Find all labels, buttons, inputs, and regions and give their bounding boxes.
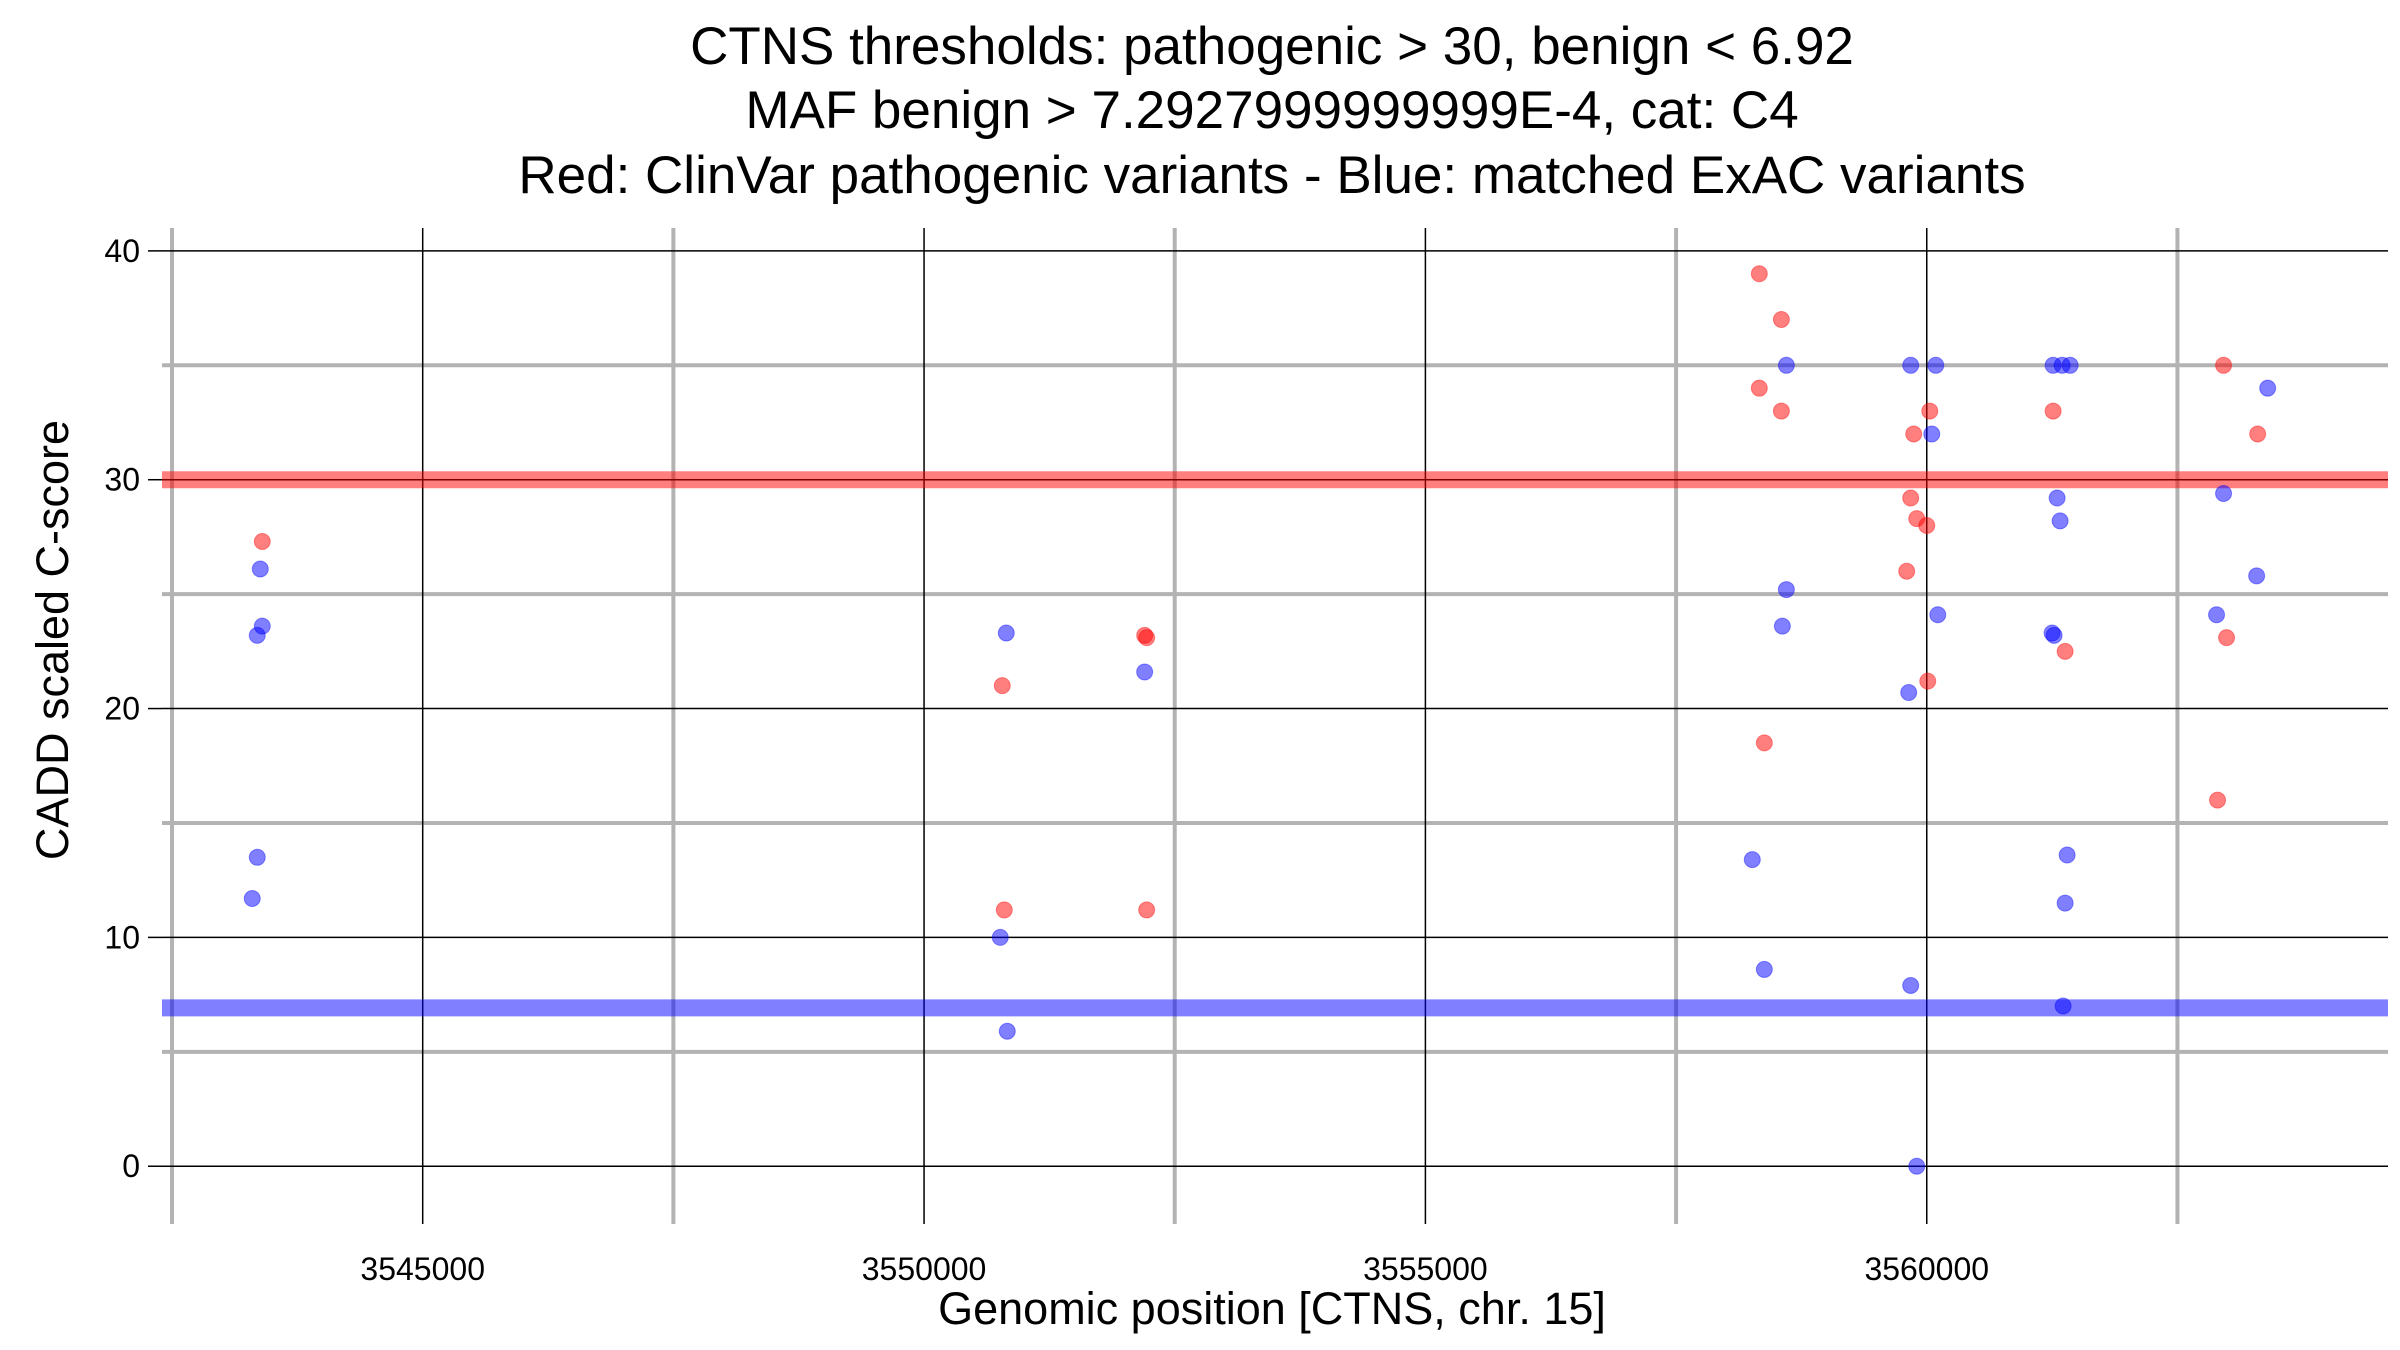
data-point-series-1: [1750, 379, 1768, 397]
data-point-series-2: [1900, 684, 1918, 702]
data-point-series-2: [1927, 356, 1945, 374]
data-point-series-1: [2249, 425, 2267, 443]
data-point-series-2: [997, 624, 1015, 642]
x-tick-label: 3560000: [1864, 1251, 1989, 1287]
data-point-series-2: [2215, 484, 2233, 502]
data-point-series-2: [251, 560, 269, 578]
data-point-series-1: [993, 677, 1011, 695]
data-point-series-1: [2209, 791, 2227, 809]
data-point-series-2: [991, 928, 1009, 946]
data-point-series-1: [1921, 402, 1939, 420]
data-point-series-2: [2056, 894, 2074, 912]
data-point-series-2: [1929, 606, 1947, 624]
data-point-series-2: [2061, 356, 2079, 374]
data-point-series-1: [253, 533, 271, 551]
data-point-series-2: [1136, 663, 1154, 681]
x-tick-label: 3555000: [1363, 1251, 1488, 1287]
axes: 0 10 20 30 40 3545000 3550000 3555000 3560000: [104, 233, 1989, 1287]
grid: [162, 228, 2388, 1224]
data-point-series-1: [1919, 672, 1937, 690]
data-point-series-2: [1777, 581, 1795, 599]
data-point-series-2: [1908, 1157, 1926, 1175]
data-point-series-2: [1777, 356, 1795, 374]
data-point-series-2: [2058, 846, 2076, 864]
data-point-series-2: [2248, 567, 2266, 585]
data-point-series-2: [998, 1022, 1016, 1040]
y-tick-label: 10: [104, 919, 140, 955]
data-point-series-1: [1898, 562, 1916, 580]
data-point-series-1: [2215, 356, 2233, 374]
data-point-series-1: [1755, 734, 1773, 752]
data-point-series-2: [1923, 425, 1941, 443]
data-point-series-1: [1772, 402, 1790, 420]
data-point-series-1: [1905, 425, 1923, 443]
data-point-series-2: [1743, 851, 1761, 869]
data-point-series-1: [2218, 629, 2236, 647]
chart-title-line-3: Red: ClinVar pathogenic variants - Blue:…: [518, 146, 2025, 205]
data-point-series-2: [1902, 976, 1920, 994]
chart-title-line-1: CTNS thresholds: pathogenic > 30, benign…: [690, 17, 1854, 76]
data-point-series-2: [2048, 489, 2066, 507]
data-point-series-1: [2056, 642, 2074, 660]
data-point-series-2: [2259, 379, 2277, 397]
y-tick-label: 40: [104, 233, 140, 269]
data-point-series-1: [1772, 311, 1790, 329]
data-point-series-1: [995, 901, 1013, 919]
data-point-series-2: [2045, 626, 2063, 644]
data-point-series-2: [1773, 617, 1791, 635]
data-point-series-1: [1750, 265, 1768, 283]
data-point-series-1: [2044, 402, 2062, 420]
data-point-series-2: [248, 626, 266, 644]
y-tick-label: 30: [104, 462, 140, 498]
y-tick-label: 0: [122, 1148, 140, 1184]
data-point-series-2: [248, 848, 266, 866]
data-point-series-2: [2054, 997, 2072, 1015]
y-tick-label: 20: [104, 691, 140, 727]
data-point-series-1: [1138, 901, 1156, 919]
x-axis-title: Genomic position [CTNS, chr. 15]: [938, 1283, 1606, 1334]
data-point-series-2: [1902, 356, 1920, 374]
chart-title-line-2: MAF benign > 7.2927999999999E-4, cat: C4: [745, 81, 1798, 140]
threshold-lines: [162, 471, 2388, 1017]
data-point-series-2: [2208, 606, 2226, 624]
data-points: [243, 265, 2277, 1175]
data-point-series-1: [1918, 516, 1936, 534]
data-point-series-2: [243, 889, 261, 907]
x-tick-label: 3550000: [862, 1251, 987, 1287]
y-axis-title: CADD scaled C-score: [27, 420, 78, 860]
data-point-series-2: [1755, 960, 1773, 978]
data-point-series-2: [2051, 512, 2069, 530]
x-tick-label: 3545000: [360, 1251, 485, 1287]
data-point-series-1: [1138, 629, 1156, 647]
data-point-series-1: [1902, 489, 1920, 507]
